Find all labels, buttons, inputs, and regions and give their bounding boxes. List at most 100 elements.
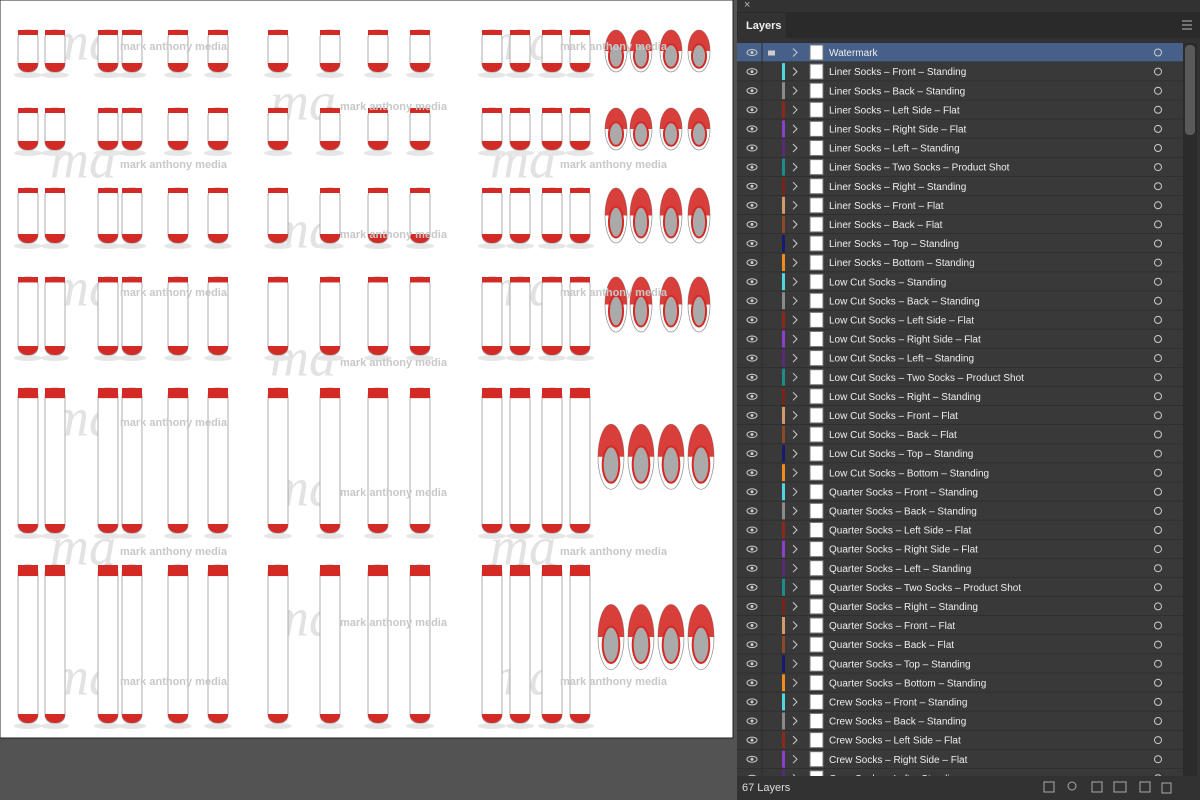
visibility-eye[interactable] — [746, 545, 758, 553]
expand-chevron[interactable] — [792, 143, 798, 153]
row-bg[interactable] — [737, 119, 1183, 139]
visibility-eye[interactable] — [746, 450, 758, 458]
target-icon[interactable] — [1154, 583, 1162, 592]
row-bg[interactable] — [737, 405, 1183, 425]
layer-row[interactable]: Liner Socks – Back – Flat — [737, 214, 1183, 235]
layer-row[interactable]: Quarter Socks – Two Socks – Product Shot — [737, 577, 1183, 598]
expand-chevron[interactable] — [792, 716, 798, 726]
visibility-eye[interactable] — [746, 622, 758, 629]
row-bg[interactable] — [737, 730, 1183, 750]
expand-chevron[interactable] — [792, 449, 798, 458]
layer-row[interactable]: Quarter Socks – Right – Standing — [737, 596, 1183, 617]
visibility-eye[interactable] — [746, 68, 758, 76]
expand-chevron[interactable] — [792, 239, 798, 248]
layer-name[interactable]: Low Cut Socks – Right – Standing — [829, 392, 981, 403]
eye-pupil[interactable] — [750, 203, 754, 207]
eye-pupil[interactable] — [750, 165, 754, 169]
row-bg[interactable] — [737, 329, 1183, 349]
visibility-eye[interactable] — [746, 354, 758, 362]
expand-chevron[interactable] — [792, 678, 798, 688]
expand-chevron[interactable] — [792, 220, 798, 229]
layer-row[interactable]: Crew Socks – Back – Standing — [737, 711, 1183, 731]
eye-pupil[interactable] — [750, 51, 754, 54]
layer-row[interactable]: Liner Socks – Front – Flat — [737, 195, 1183, 216]
target-icon[interactable] — [1154, 163, 1162, 172]
layer-name[interactable]: Quarter Socks – Two Socks – Product Shot — [829, 583, 1021, 594]
eye-pupil[interactable] — [750, 127, 754, 131]
layer-row[interactable]: Low Cut Socks – Right – Standing — [737, 386, 1183, 407]
row-bg[interactable] — [737, 291, 1183, 311]
layer-name[interactable]: Low Cut Socks – Left – Standing — [829, 354, 974, 365]
layer-row[interactable]: Liner Socks – Left – Standing — [737, 138, 1183, 158]
target-icon[interactable] — [1154, 48, 1162, 57]
target-icon[interactable] — [1154, 201, 1162, 210]
visibility-eye[interactable] — [746, 736, 758, 744]
row-bg[interactable] — [737, 348, 1183, 368]
row-bg[interactable] — [737, 425, 1183, 444]
eye-pupil[interactable] — [750, 337, 754, 341]
target-icon[interactable] — [1154, 182, 1162, 191]
target-icon[interactable] — [1154, 430, 1162, 439]
expand-chevron[interactable] — [792, 754, 798, 764]
eye-pupil[interactable] — [750, 222, 754, 226]
row-bg[interactable] — [737, 501, 1183, 521]
visibility-eye[interactable] — [746, 564, 758, 572]
eye-pupil[interactable] — [750, 356, 754, 360]
layer-name[interactable]: Liner Socks – Left Side – Flat — [829, 105, 960, 116]
visibility-eye[interactable] — [746, 507, 758, 515]
eye-pupil[interactable] — [750, 547, 754, 551]
target-icon[interactable] — [1154, 67, 1162, 76]
target-icon[interactable] — [1154, 144, 1162, 152]
eye-pupil[interactable] — [750, 662, 754, 666]
target-icon[interactable] — [1154, 506, 1162, 515]
visibility-eye[interactable] — [746, 660, 758, 668]
visibility-eye[interactable] — [746, 526, 758, 534]
visibility-eye[interactable] — [746, 583, 758, 591]
layer-row[interactable]: Quarter Socks – Left Side – Flat — [737, 520, 1183, 540]
layer-row[interactable]: Low Cut Socks – Right Side – Flat — [737, 329, 1183, 349]
visibility-eye[interactable] — [746, 698, 758, 706]
layer-row[interactable]: Quarter Socks – Front – Standing — [737, 482, 1183, 502]
target-icon[interactable] — [1154, 602, 1162, 611]
eye-pupil[interactable] — [750, 566, 754, 570]
visibility-eye[interactable] — [746, 125, 758, 133]
layer-row[interactable]: Liner Socks – Front – Standing — [737, 62, 1183, 82]
target-icon[interactable] — [1154, 545, 1162, 554]
row-bg[interactable] — [737, 596, 1183, 616]
visibility-eye[interactable] — [746, 182, 758, 190]
row-bg[interactable] — [737, 81, 1183, 101]
expand-chevron[interactable] — [792, 640, 798, 649]
eye-pupil[interactable] — [750, 585, 754, 589]
target-icon[interactable] — [1154, 678, 1162, 687]
layer-name[interactable]: Crew Socks – Left Side – Flat — [829, 736, 961, 747]
eye-pupil[interactable] — [750, 681, 754, 685]
visibility-eye[interactable] — [746, 411, 758, 419]
target-icon[interactable] — [1154, 239, 1162, 248]
row-bg[interactable] — [737, 100, 1183, 120]
expand-chevron[interactable] — [792, 200, 798, 210]
eye-pupil[interactable] — [750, 89, 754, 93]
eye-pupil[interactable] — [750, 318, 754, 322]
row-bg[interactable] — [737, 444, 1183, 464]
visibility-eye[interactable] — [746, 602, 758, 610]
visibility-eye[interactable] — [746, 278, 758, 286]
layer-name[interactable]: Quarter Socks – Right Side – Flat — [829, 545, 978, 556]
layer-name[interactable]: Quarter Socks – Bottom – Standing — [829, 678, 986, 689]
target-icon[interactable] — [1154, 564, 1162, 573]
target-icon[interactable] — [1154, 621, 1162, 630]
eye-pupil[interactable] — [750, 528, 754, 532]
layer-row[interactable]: Low Cut Socks – Left Side – Flat — [737, 310, 1183, 330]
expand-chevron[interactable] — [792, 277, 798, 287]
layer-name[interactable]: Liner Socks – Right – Standing — [829, 182, 966, 193]
expand-chevron[interactable] — [792, 411, 798, 420]
layer-name[interactable]: Low Cut Socks – Back – Flat — [829, 430, 957, 441]
layer-row[interactable]: Liner Socks – Right – Standing — [737, 176, 1183, 197]
layer-name[interactable]: Quarter Socks – Back – Flat — [829, 640, 954, 651]
row-bg[interactable] — [737, 711, 1183, 731]
layer-name[interactable]: Watermark — [829, 48, 879, 59]
target-icon[interactable] — [1154, 277, 1162, 286]
row-bg[interactable] — [737, 558, 1183, 578]
layer-row[interactable]: Quarter Socks – Front – Flat — [737, 616, 1183, 636]
row-bg[interactable] — [737, 539, 1183, 559]
target-icon[interactable] — [1154, 315, 1162, 324]
